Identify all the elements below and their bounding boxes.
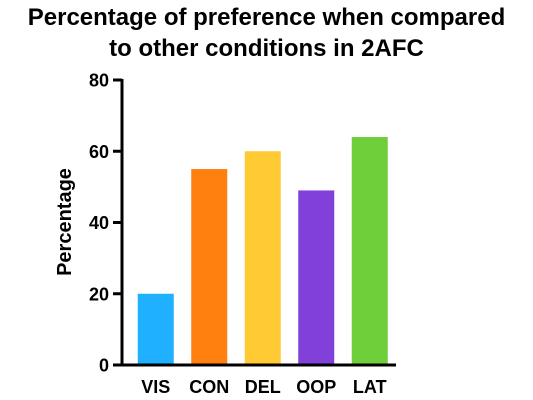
bar-con (191, 169, 228, 365)
bar-vis (137, 293, 174, 365)
y-tick-label: 40 (89, 213, 109, 233)
x-tick-label: CON (189, 377, 229, 397)
chart-title-line-1: Percentage of preference when compared (27, 4, 506, 31)
y-axis: 0 20 40 60 80 (89, 71, 124, 376)
x-tick-label: VIS (141, 377, 170, 397)
bar-oop (298, 190, 335, 365)
y-tick-label: 80 (89, 71, 109, 91)
y-axis-label: Percentage (54, 168, 76, 276)
bars-group (137, 137, 388, 365)
bar-del (244, 151, 281, 365)
x-tick-label: LAT (353, 377, 387, 397)
y-tick-label: 60 (89, 142, 109, 162)
chart-title: Percentage of preference when compared t… (0, 2, 533, 64)
chart-title-line-2: to other conditions in 2AFC (109, 35, 424, 62)
bar-lat (351, 137, 388, 365)
x-tick-label: OOP (296, 377, 336, 397)
x-axis: VIS CON DEL OOP LAT (120, 363, 396, 397)
y-tick-label: 20 (89, 284, 109, 304)
x-tick-label: DEL (245, 377, 281, 397)
y-tick-label: 0 (99, 356, 109, 376)
